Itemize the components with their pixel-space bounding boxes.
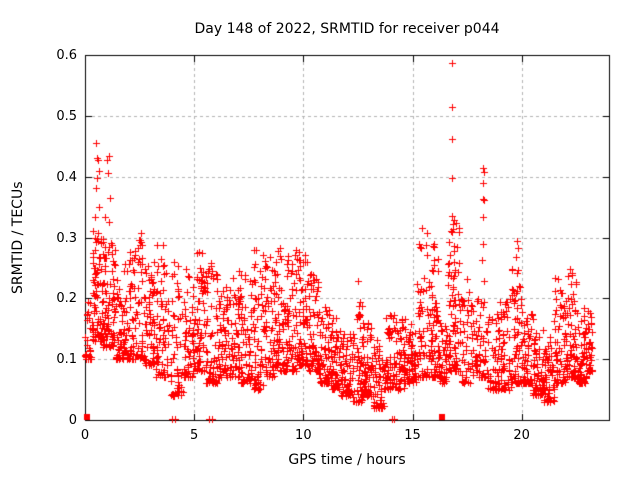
- y-tick-label: 0.5: [56, 108, 77, 124]
- y-tick-label: 0.2: [56, 291, 77, 307]
- x-tick-label: 5: [190, 428, 199, 443]
- y-tick-label: 0.1: [56, 352, 77, 368]
- x-tick-label: 0: [80, 428, 90, 443]
- y-tick-label: 0.3: [56, 230, 77, 246]
- y-tick-label: 0: [68, 413, 77, 428]
- x-tick-label: 10: [295, 428, 312, 443]
- x-tick-label: 15: [404, 428, 421, 443]
- chart-title: Day 148 of 2022, SRMTID for receiver p04…: [194, 21, 500, 37]
- y-tick-label: 0.6: [56, 48, 77, 63]
- x-tick-label: 20: [513, 428, 530, 443]
- y-axis-title: SRMTID / TECUs: [10, 181, 26, 294]
- x-axis-title: GPS time / hours: [288, 452, 406, 468]
- y-tick-label: 0.4: [56, 169, 77, 185]
